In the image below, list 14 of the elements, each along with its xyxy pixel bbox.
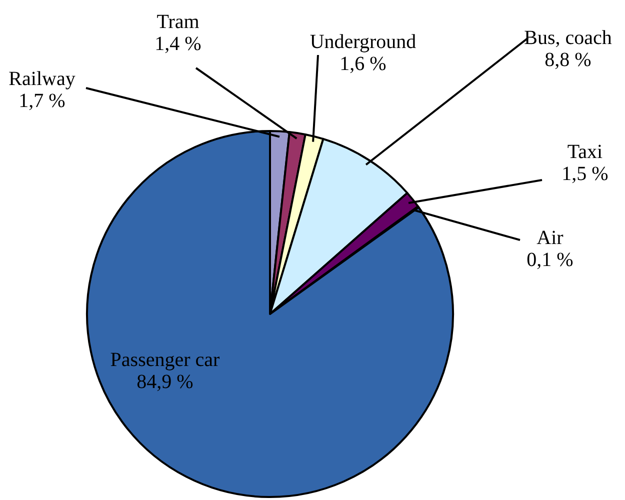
data-label: 8,8 % <box>544 49 592 71</box>
slice-label: Taxi <box>567 141 604 163</box>
data-label: 1,7 % <box>18 90 66 112</box>
data-label: 0,1 % <box>526 249 574 271</box>
slice-label: Passenger car <box>110 349 220 371</box>
slice-label: Railway <box>8 68 76 90</box>
data-label: 1,5 % <box>562 163 608 185</box>
slice-label: Air <box>536 227 564 249</box>
slice-label: Bus, coach <box>524 27 612 49</box>
data-label: 1,4 % <box>154 33 202 55</box>
slice-label: Underground <box>310 31 416 53</box>
data-label: 1,6 % <box>340 53 386 75</box>
slice-label: Tram <box>156 11 200 33</box>
data-label: 84,9 % <box>136 371 194 393</box>
